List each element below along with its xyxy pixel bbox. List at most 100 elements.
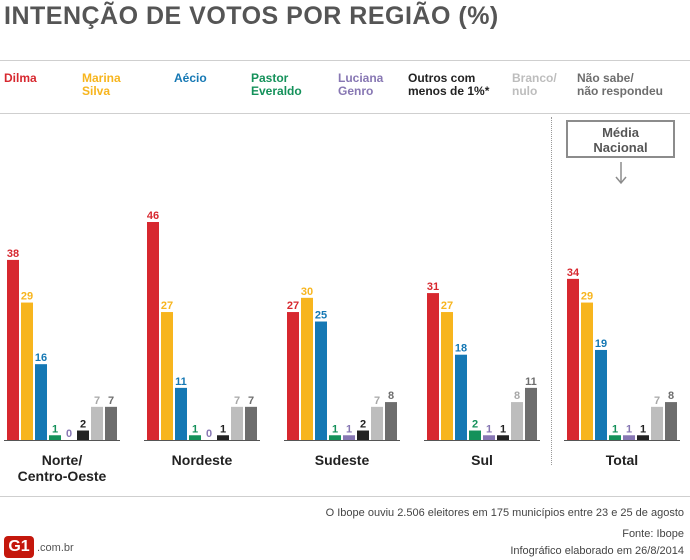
label-nordeste-nao-sabe-nao-respondeu: 7 — [248, 395, 254, 407]
bar-total-pastor-everaldo — [609, 435, 621, 440]
bar-sul-dilma — [427, 293, 439, 440]
divider-footer — [0, 496, 690, 497]
legend-item-dilma: Dilma — [4, 71, 37, 85]
media-nacional-line1: Média — [602, 125, 639, 140]
bar-nordeste-pastor-everaldo — [189, 435, 201, 440]
bar-norte-centro-oeste-pastor-everaldo — [49, 435, 61, 440]
bar-sudeste-pastor-everaldo — [329, 435, 341, 440]
bar-nordeste-dilma — [147, 222, 159, 440]
label-total-marina-silva: 29 — [581, 291, 593, 303]
bar-total-marina-silva — [581, 302, 593, 440]
label-norte-centro-oeste-dilma: 38 — [7, 248, 19, 260]
label-sudeste-pastor-everaldo: 1 — [332, 423, 338, 435]
bar-norte-centro-oeste-outros-com-menos-de-1 — [77, 430, 89, 440]
footnote: O Ibope ouviu 2.506 eleitores em 175 mun… — [325, 507, 684, 519]
source-text: Fonte: Ibope — [622, 528, 684, 540]
label-nordeste-pastor-everaldo: 1 — [192, 423, 198, 435]
label-nordeste-outros-com-menos-de-1: 1 — [220, 423, 226, 435]
bar-total-nao-sabe-nao-respondeu — [665, 402, 677, 440]
label-norte-centro-oeste-marina-silva: 29 — [21, 291, 33, 303]
divider-top — [0, 60, 690, 61]
bar-total-aecio — [595, 349, 607, 440]
label-nordeste-branco-nulo: 7 — [234, 395, 240, 407]
legend-item-marina: Marina Silva — [82, 71, 121, 98]
label-sudeste-aecio: 25 — [315, 310, 327, 322]
category-label-sul: Sul — [471, 452, 493, 468]
bar-sudeste-luciana-genro — [343, 435, 355, 440]
label-total-nao-sabe-nao-respondeu: 8 — [668, 390, 674, 402]
bar-sul-luciana-genro — [483, 435, 495, 440]
label-sudeste-marina-silva: 30 — [301, 286, 313, 298]
bar-sudeste-marina-silva — [301, 297, 313, 440]
label-sul-aecio: 18 — [455, 343, 467, 355]
bar-nordeste-aecio — [175, 387, 187, 440]
label-total-outros-com-menos-de-1: 1 — [640, 423, 646, 435]
legend-item-outros: Outros com menos de 1%* — [408, 71, 490, 98]
legend-item-luciana: Luciana Genro — [338, 71, 384, 98]
down-arrow-icon — [615, 162, 627, 185]
bar-total-dilma — [567, 278, 579, 440]
label-total-dilma: 34 — [567, 267, 580, 279]
category-label-norte-centro-oeste: Norte/Centro-Oeste — [18, 452, 107, 484]
total-separator — [551, 117, 552, 465]
logo-badge: G1 — [4, 536, 34, 558]
label-sudeste-luciana-genro: 1 — [346, 423, 352, 435]
bar-sudeste-aecio — [315, 321, 327, 440]
label-norte-centro-oeste-nao-sabe-nao-respondeu: 7 — [108, 395, 114, 407]
g1-logo: G1 .com.br — [4, 536, 84, 558]
label-sul-branco-nulo: 8 — [514, 390, 520, 402]
label-sul-outros-com-menos-de-1: 1 — [500, 423, 506, 435]
legend-item-nao-sabe: Não sabe/ não respondeu — [577, 71, 664, 98]
bar-sul-nao-sabe-nao-respondeu — [525, 387, 537, 440]
bar-norte-centro-oeste-aecio — [35, 364, 47, 440]
label-sul-nao-sabe-nao-respondeu: 11 — [525, 376, 537, 388]
bar-norte-centro-oeste-dilma — [7, 259, 19, 440]
bar-sul-aecio — [455, 354, 467, 440]
divider-legend — [0, 113, 690, 114]
bar-nordeste-marina-silva — [161, 312, 173, 440]
bar-nordeste-outros-com-menos-de-1 — [217, 435, 229, 440]
label-norte-centro-oeste-pastor-everaldo: 1 — [52, 423, 58, 435]
category-label-nordeste: Nordeste — [172, 452, 233, 468]
label-total-luciana-genro: 1 — [626, 423, 632, 435]
chart-title: INTENÇÃO DE VOTOS POR REGIÃO (%) — [4, 2, 499, 30]
label-sul-luciana-genro: 1 — [486, 423, 492, 435]
legend-item-everaldo: Pastor Everaldo — [251, 71, 302, 98]
label-nordeste-aecio: 11 — [175, 376, 187, 388]
credit-text: Infográfico elaborado em 26/8/2014 — [510, 545, 684, 557]
label-sul-marina-silva: 27 — [441, 300, 453, 312]
category-label-sudeste: Sudeste — [315, 452, 370, 468]
legend-item-branco: Branco/ nulo — [512, 71, 557, 98]
bar-sudeste-nao-sabe-nao-respondeu — [385, 402, 397, 440]
label-sudeste-branco-nulo: 7 — [374, 395, 380, 407]
bar-sudeste-dilma — [287, 312, 299, 440]
label-nordeste-marina-silva: 27 — [161, 300, 173, 312]
bar-norte-centro-oeste-nao-sabe-nao-respondeu — [105, 406, 117, 440]
logo-domain: .com.br — [37, 542, 74, 554]
bar-nordeste-branco-nulo — [231, 406, 243, 440]
legend: Dilma Marina Silva Aécio Pastor Everaldo… — [0, 72, 690, 112]
label-total-aecio: 19 — [595, 338, 607, 350]
media-nacional-box: Média Nacional — [566, 120, 675, 158]
bar-sul-branco-nulo — [511, 402, 523, 440]
bar-nordeste-nao-sabe-nao-respondeu — [245, 406, 257, 440]
bar-norte-centro-oeste-marina-silva — [21, 302, 33, 440]
label-norte-centro-oeste-branco-nulo: 7 — [94, 395, 100, 407]
label-norte-centro-oeste-outros-com-menos-de-1: 2 — [80, 419, 86, 431]
label-sudeste-outros-com-menos-de-1: 2 — [360, 419, 366, 431]
label-sul-pastor-everaldo: 2 — [472, 419, 478, 431]
bar-sul-pastor-everaldo — [469, 430, 481, 440]
label-sudeste-dilma: 27 — [287, 300, 299, 312]
bar-total-luciana-genro — [623, 435, 635, 440]
label-sul-dilma: 31 — [427, 281, 439, 293]
category-label-total: Total — [606, 452, 638, 468]
label-nordeste-dilma: 46 — [147, 210, 159, 222]
bar-total-outros-com-menos-de-1 — [637, 435, 649, 440]
label-total-pastor-everaldo: 1 — [612, 423, 618, 435]
legend-item-aecio: Aécio — [174, 71, 207, 85]
label-total-branco-nulo: 7 — [654, 395, 660, 407]
label-norte-centro-oeste-aecio: 16 — [35, 352, 47, 364]
bar-sul-marina-silva — [441, 312, 453, 440]
label-sudeste-nao-sabe-nao-respondeu: 8 — [388, 390, 394, 402]
